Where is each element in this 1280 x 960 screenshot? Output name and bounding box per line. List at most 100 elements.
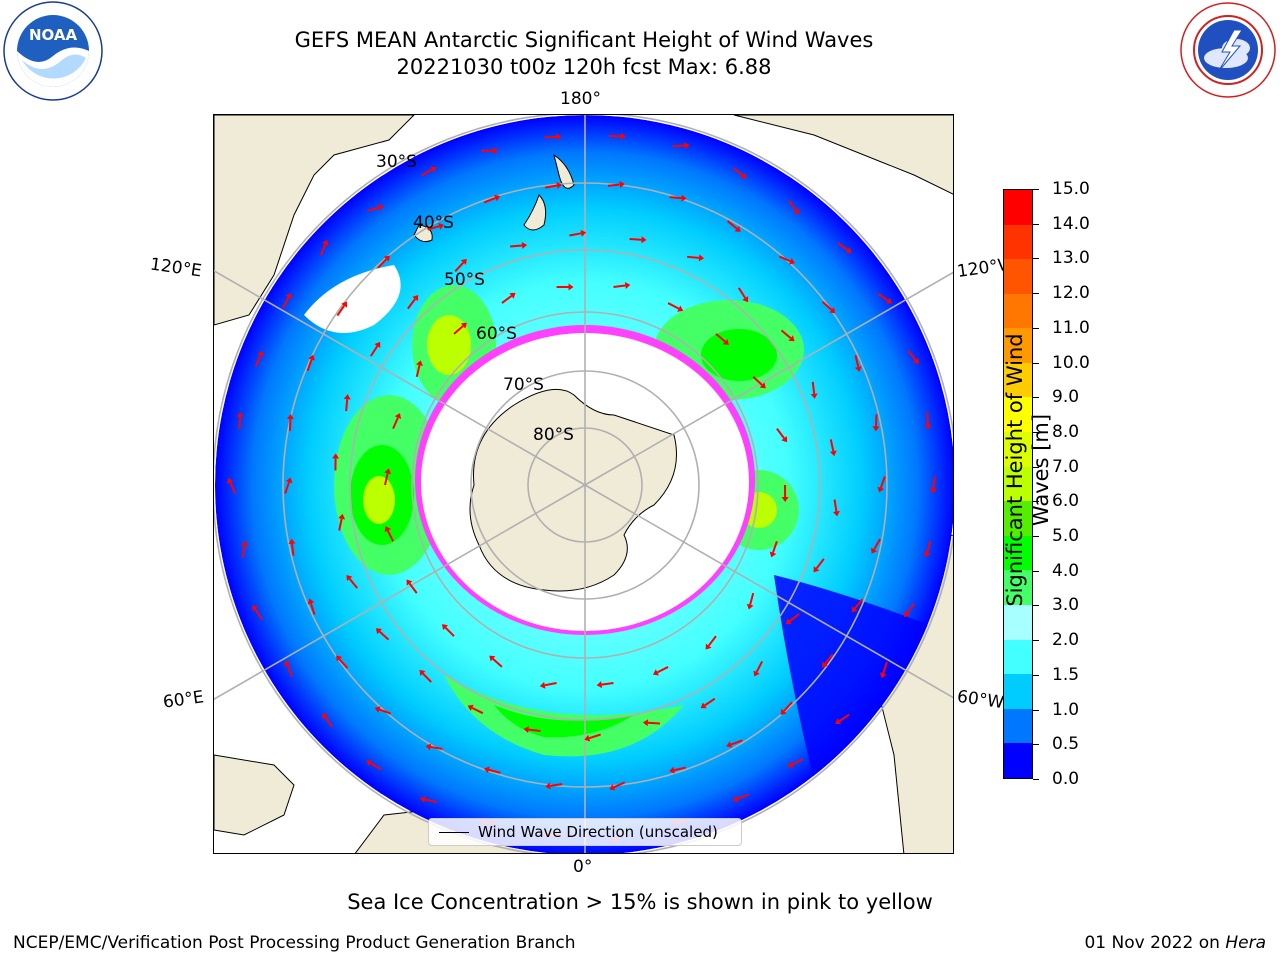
wind-arrow xyxy=(338,658,349,669)
wind-arrow xyxy=(838,713,850,723)
colorbar-tick xyxy=(1033,293,1039,295)
wind-arrow xyxy=(755,660,764,673)
wind-arrow-head xyxy=(912,358,919,365)
wind-arrow-head xyxy=(698,254,705,262)
wind-arrow xyxy=(873,538,881,550)
wind-arrow xyxy=(241,545,246,558)
wind-arrow xyxy=(415,364,421,378)
wind-arrow-head xyxy=(652,669,660,676)
colorbar-segment xyxy=(1004,570,1032,606)
colorbar-segment xyxy=(1004,293,1032,329)
wind-arrow xyxy=(736,793,749,800)
wind-arrow-head xyxy=(788,335,795,342)
wind-arrow xyxy=(408,582,418,594)
colorbar-tick xyxy=(1033,431,1039,433)
wind-arrow-head xyxy=(494,194,501,202)
wind-arrow xyxy=(238,416,242,430)
wind-arrow xyxy=(824,653,834,665)
wind-arrow-head xyxy=(742,296,749,303)
wind-arrow xyxy=(854,598,864,610)
lat-label-70s: 70°S xyxy=(503,375,544,395)
wind-arrow xyxy=(367,206,380,212)
wind-arrow xyxy=(306,359,313,372)
wind-arrow xyxy=(427,225,440,231)
wind-arrow-head xyxy=(596,681,603,689)
wind-arrow xyxy=(291,543,295,556)
wind-arrow-head xyxy=(384,468,392,475)
colorbar-segment xyxy=(1004,535,1032,571)
wind-arrow xyxy=(906,602,916,614)
wind-arrow-head xyxy=(851,606,858,613)
wind-arrow-head xyxy=(438,222,445,230)
wind-arrow xyxy=(336,305,345,317)
wind-arrow-head xyxy=(425,743,432,751)
lon-label-180: 180° xyxy=(560,89,601,109)
wind-arrow-head xyxy=(374,341,381,348)
colorbar xyxy=(1003,189,1033,779)
wind-arrow xyxy=(667,302,680,310)
wind-arrow xyxy=(926,412,929,425)
wind-arrow xyxy=(854,355,860,368)
wind-arrow-head xyxy=(785,618,792,625)
wind-arrow xyxy=(492,658,503,668)
wind-arrow-head xyxy=(483,766,490,774)
nws-logo xyxy=(1178,0,1278,100)
wind-arrow-head xyxy=(788,258,795,265)
wind-arrow-head xyxy=(523,726,529,734)
wind-arrow-head xyxy=(341,301,348,308)
graticule xyxy=(214,115,953,853)
wind-arrow-head xyxy=(493,147,499,155)
wind-arrow xyxy=(254,355,262,367)
wind-arrow-head xyxy=(375,628,382,635)
wind-arrow-head xyxy=(322,713,329,720)
colorbar-tick xyxy=(1033,674,1039,676)
legend-label: Wind Wave Direction (unscaled) xyxy=(478,823,718,841)
wind-arrow-head xyxy=(252,605,259,612)
wind-arrow xyxy=(545,184,558,189)
wind-arrow-head xyxy=(787,761,794,768)
wind-arrow-head xyxy=(545,782,551,790)
colorbar-tick xyxy=(1033,570,1039,572)
wind-arrow-head xyxy=(556,133,562,141)
lat-label-60s: 60°S xyxy=(476,324,517,344)
wind-arrow xyxy=(707,635,717,647)
wind-arrow-head xyxy=(383,255,390,262)
lat-label-40s: 40°S xyxy=(413,213,454,233)
wind-arrow-head xyxy=(285,292,292,299)
colorbar-tick xyxy=(1033,536,1039,538)
wind-arrow-head xyxy=(669,766,675,774)
wind-arrow xyxy=(501,295,513,304)
wind-arrow xyxy=(550,783,563,787)
colorbar-segment xyxy=(1004,259,1032,294)
colorbar-tick xyxy=(1033,258,1039,260)
wind-arrow xyxy=(601,681,614,686)
wind-arrow xyxy=(780,329,792,339)
wind-arrow xyxy=(370,762,382,771)
wind-arrow-head xyxy=(322,239,329,246)
wind-arrow-head xyxy=(384,526,391,533)
wind-arrow-head xyxy=(821,661,828,668)
wind-arrow xyxy=(379,708,391,715)
wind-arrow xyxy=(613,284,626,289)
wind-arrow xyxy=(772,541,778,554)
wind-arrow xyxy=(778,255,791,263)
wind-arrow-head xyxy=(619,181,625,189)
wind-arrow-head xyxy=(854,366,862,372)
wind-arrow xyxy=(444,626,455,637)
colorbar-tick xyxy=(1033,189,1039,190)
colorbar-tick-label: 2.0 xyxy=(1052,630,1080,651)
meridian-line xyxy=(214,484,586,701)
wind-arrow-head xyxy=(700,702,707,709)
wind-arrow-head xyxy=(829,307,836,314)
colorbar-tick xyxy=(1033,744,1039,746)
wind-arrow-head xyxy=(609,784,616,791)
colorbar-tick-label: 8.0 xyxy=(1052,421,1080,442)
lon-label-0: 0° xyxy=(573,857,593,877)
wind-arrow-head xyxy=(677,305,684,312)
wind-arrow xyxy=(647,721,660,725)
wind-arrow xyxy=(715,333,726,343)
wind-arrow xyxy=(588,733,601,740)
wind-arrow xyxy=(424,798,437,803)
wind-arrow-head xyxy=(489,655,496,662)
wind-arrow-head xyxy=(236,411,244,418)
